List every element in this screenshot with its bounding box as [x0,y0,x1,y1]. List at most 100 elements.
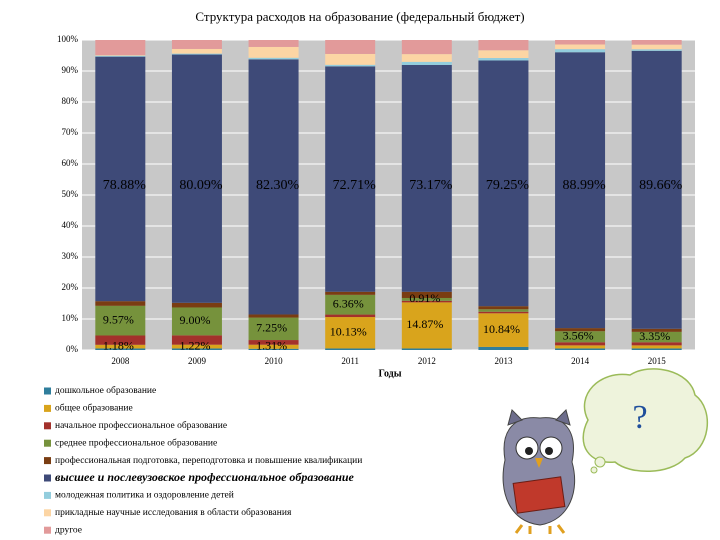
bar-segment [95,56,146,302]
owl-illustration [502,409,576,534]
bar-segment [248,348,299,350]
legend-swatch [44,491,51,499]
y-tick-label: 50% [62,189,79,199]
y-tick-label: 0% [66,344,79,354]
bar-segment [325,348,376,350]
bar-segment [248,59,299,315]
legend-label: среднее профессиональное образование [55,437,217,448]
bar-segment [401,40,452,55]
data-label: 7.25% [256,321,287,335]
bar-segment [171,348,222,350]
legend-label: прикладные научные исследования в област… [55,507,292,518]
bar-segment [478,313,529,347]
x-tick-label: 2009 [188,356,207,366]
bar-segment [248,314,299,318]
x-axis-title: Годы [378,368,401,379]
legend-swatch [44,526,51,534]
data-label: 10.13% [330,324,367,338]
bar-segment [248,317,299,341]
bar-segment [248,57,299,60]
data-label: 3.35% [639,329,670,343]
bar-segment [171,344,222,349]
bar-segment [401,61,452,65]
bar-segment [95,344,146,349]
bar-segment [555,52,606,329]
legend-swatch [44,457,51,465]
y-tick-label: 70% [62,127,79,137]
bar-segment [555,40,606,45]
bar-segment [555,328,606,332]
bar-segment [478,346,529,350]
bar-segment [325,317,376,349]
data-label: 10.84% [483,322,520,336]
bar-segment [401,300,452,303]
bar-segment [171,54,222,303]
y-tick-label: 90% [62,65,79,75]
bar-segment [631,348,682,350]
bar-segment [95,301,146,306]
bar-segment [325,291,376,295]
bar-segment [555,44,606,50]
y-tick-label: 10% [62,313,79,323]
data-label: 88.99% [562,178,606,193]
bar-segment [401,297,452,301]
thought-bubble [582,368,709,474]
bar-segment [478,40,529,51]
legend-label: общее образование [55,403,133,414]
legend-swatch [44,387,51,395]
bar-segment [171,53,222,55]
x-tick-label: 2013 [494,356,513,366]
legend-label: высшее и послевузовское профессиональное… [55,470,355,484]
x-tick-label: 2014 [571,356,590,366]
x-tick-label: 2015 [648,356,667,366]
data-label: 1.31% [256,338,287,352]
y-tick-label: 100% [57,34,79,44]
bar-segment [401,64,452,292]
bar-segment [95,305,146,336]
legend-swatch [44,422,51,430]
bar-segment [248,40,299,47]
chart-title: Структура расходов на образование (федер… [195,9,524,24]
data-label: 82.30% [256,178,300,193]
legend-swatch [44,474,51,482]
legend-swatch [44,509,51,517]
bar-segment [401,54,452,62]
bar-segment [631,331,682,343]
bar-segment [95,348,146,350]
bar-segment [248,344,299,349]
bar-segment [631,40,682,45]
legend-label: молодежная политика и оздоровление детей [55,490,234,501]
bar-segment [171,307,222,336]
data-label: 1.22% [179,338,210,352]
bar-segment [171,40,222,49]
data-label: 72.71% [333,178,377,193]
bar-segment [401,302,452,349]
data-label: 1.18% [103,338,134,352]
bar-segment [325,53,376,65]
data-label: 6.36% [333,296,364,310]
bar-segment [555,342,606,346]
legend-swatch [44,439,51,447]
bar-segment [478,60,529,307]
bar-segment [631,342,682,346]
bar-segment [631,328,682,332]
bar-segment [401,348,452,350]
bar-segment [171,48,222,54]
y-tick-label: 80% [62,96,79,106]
bar-segment [171,335,222,345]
x-tick-label: 2012 [418,356,436,366]
legend-label: начальное профессиональное образование [55,420,227,431]
bar-segment [631,44,682,50]
legend-label: другое [55,525,82,535]
data-label: 79.25% [486,178,530,193]
data-label: 80.09% [179,178,223,193]
x-tick-label: 2010 [265,356,284,366]
bar-segment [248,46,299,58]
bar-segment [478,50,529,59]
bar-segment [325,40,376,54]
bar-segment [478,311,529,314]
bar-segment [95,335,146,345]
y-tick-label: 60% [62,158,79,168]
bar-segment [95,55,146,56]
